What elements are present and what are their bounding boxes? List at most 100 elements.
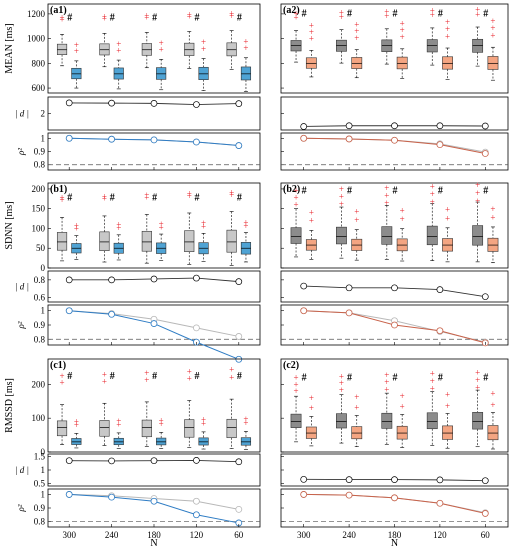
outlier-marker: +: [430, 197, 435, 207]
significance-marker: #: [438, 373, 443, 384]
outlier-marker: +: [144, 368, 149, 378]
outlier-marker: +: [74, 46, 79, 56]
rho-tick-label: 1: [41, 306, 46, 316]
outlier-marker: +: [74, 417, 79, 427]
x-tick-label: 300: [62, 530, 76, 540]
grey-box: [426, 412, 438, 430]
grey-box: [426, 225, 438, 246]
box-panel-frame: [47, 182, 261, 269]
rho-line-b-point: [192, 138, 200, 146]
outlier-marker: +: [309, 21, 314, 31]
outlier-marker: +: [187, 10, 192, 20]
outlier-marker: +: [60, 14, 65, 24]
outlier-marker: +: [339, 184, 344, 194]
significance-marker: #: [110, 13, 115, 24]
outlier-marker: +: [430, 181, 435, 191]
x-tick-label: 180: [388, 530, 402, 540]
d-point: [391, 476, 398, 483]
outlier-marker: +: [187, 366, 192, 376]
grey-box: [184, 230, 195, 253]
grey-box: [472, 225, 484, 246]
outlier-marker: +: [187, 191, 192, 201]
rho-line-a-point: [235, 505, 243, 513]
box-panel-frame: [47, 358, 261, 453]
outlier-marker: +: [354, 392, 359, 402]
rho-tick-label: 0.8: [34, 517, 46, 527]
d-point: [108, 457, 115, 465]
outlier-marker: +: [430, 383, 435, 393]
outlier-marker: +: [60, 195, 65, 205]
grey-box: [472, 38, 484, 53]
x-tick-label: 120: [433, 530, 447, 540]
outlier-marker: +: [116, 416, 121, 426]
significance-marker: #: [194, 193, 199, 204]
outlier-marker: +: [102, 12, 107, 22]
rho-axis-title: ρ²: [16, 504, 26, 512]
outlier-marker: +: [243, 418, 248, 428]
outlier-marker: +: [60, 193, 65, 203]
outlier-marker: +: [159, 419, 164, 429]
outlier-marker: +: [201, 415, 206, 425]
outlier-marker: +: [384, 11, 389, 21]
outlier-marker: +: [293, 379, 298, 389]
rho-line-a-point: [192, 497, 200, 505]
outlier-marker: +: [445, 31, 450, 41]
outlier-marker: +: [339, 191, 344, 201]
significance-marker: #: [67, 193, 72, 204]
outlier-marker: +: [102, 14, 107, 24]
grey-box: [226, 42, 237, 57]
d-point: [436, 476, 444, 484]
outlier-marker: +: [309, 216, 314, 226]
outlier-marker: +: [445, 390, 450, 400]
outlier-marker: +: [187, 374, 192, 384]
colored-box: [240, 437, 252, 446]
outlier-marker: +: [159, 222, 164, 232]
significance-marker: #: [347, 373, 352, 384]
grey-box: [141, 230, 152, 252]
rho-line-b-point: [108, 493, 115, 501]
outlier-marker: +: [60, 378, 65, 388]
outlier-marker: +: [354, 207, 359, 217]
grey-box: [472, 412, 484, 430]
significance-marker: #: [237, 13, 242, 24]
outlier-marker: +: [144, 11, 149, 21]
panel-letter: (c2): [283, 360, 299, 371]
rho-line-b-point: [300, 134, 308, 142]
colored-box: [396, 425, 408, 440]
rho-line-b-point: [108, 135, 115, 143]
grey-box: [426, 39, 438, 53]
outlier-marker: +: [74, 420, 79, 430]
outlier-marker: +: [293, 373, 298, 383]
outlier-marker: +: [116, 39, 121, 49]
outlier-marker: +: [201, 218, 206, 228]
x-tick-label: 60: [481, 530, 491, 540]
significance-marker: #: [392, 373, 397, 384]
outlier-marker: +: [430, 5, 435, 15]
d-point: [108, 99, 115, 107]
grey-box: [290, 413, 302, 428]
outlier-marker: +: [229, 9, 234, 19]
outlier-marker: +: [400, 391, 405, 401]
significance-marker: #: [194, 13, 199, 24]
outlier-marker: +: [430, 369, 435, 379]
outlier-marker: +: [445, 401, 450, 411]
outlier-marker: +: [229, 190, 234, 200]
rho-tick-label: 1: [41, 133, 46, 143]
outlier-marker: +: [475, 188, 480, 198]
significance-marker: #: [302, 186, 307, 197]
rho-axis-title: ρ²: [16, 321, 26, 329]
colored-box: [487, 425, 499, 441]
x-tick-label: 120: [190, 530, 204, 540]
outlier-marker: +: [144, 375, 149, 385]
rho-tick-label: 1: [41, 489, 46, 499]
outlier-marker: +: [293, 13, 298, 23]
colored-box: [198, 437, 209, 446]
panel-letter: (c1): [50, 360, 66, 371]
outlier-marker: +: [309, 208, 314, 218]
outlier-marker: +: [293, 386, 298, 396]
rho-line-b-point: [345, 491, 353, 499]
grey-box: [99, 420, 110, 437]
grey-box: [56, 420, 68, 437]
d-point: [150, 457, 158, 465]
d-axis-title: | d |: [15, 109, 29, 119]
